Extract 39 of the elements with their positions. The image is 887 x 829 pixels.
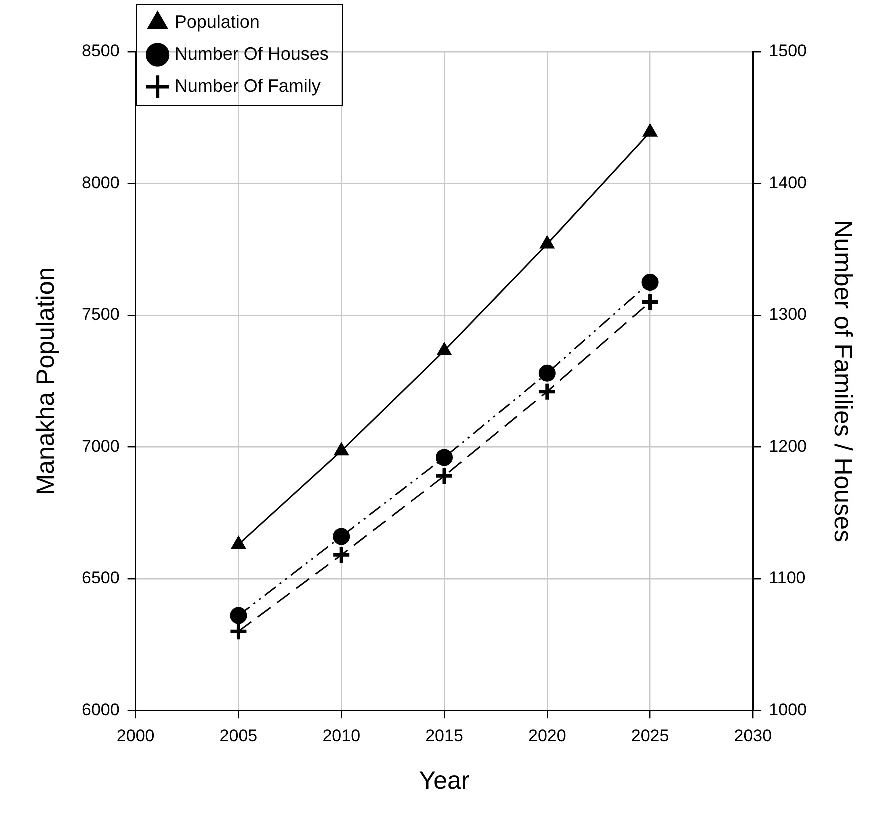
- y-tick-label: 8500: [82, 42, 120, 61]
- x-tick-label: 2000: [116, 726, 155, 746]
- y2-axis-title: Number of Families / Houses: [829, 220, 858, 542]
- y2-tick-label: 1400: [769, 173, 808, 192]
- point: [333, 528, 350, 546]
- x-tick-label: 2020: [528, 726, 566, 746]
- x-tick-label: 2005: [220, 726, 258, 746]
- y-axis-title: Manakha Population: [32, 267, 60, 496]
- point: [642, 274, 659, 292]
- y2-tick-label: 1000: [769, 700, 808, 720]
- y2-tick-label: 1200: [769, 436, 808, 456]
- y-tick-label: 6000: [82, 700, 120, 720]
- point: [436, 449, 453, 466]
- y2-tick-label: 1100: [769, 568, 806, 588]
- y2-tick-label: 1300: [769, 305, 808, 324]
- y2-tick-label: 1500: [769, 42, 808, 61]
- y-tick-label: 6500: [82, 568, 120, 588]
- point: [332, 545, 352, 565]
- x-axis-title: Year: [419, 766, 470, 795]
- point: [434, 466, 454, 486]
- y-tick-label: 8000: [82, 173, 120, 192]
- point: [231, 536, 246, 550]
- point: [437, 342, 452, 356]
- legend-label: Population: [174, 12, 260, 32]
- point: [538, 382, 558, 402]
- y-tick-label: 7500: [82, 305, 120, 324]
- y-tick-label: 7000: [82, 436, 120, 456]
- point: [640, 292, 660, 312]
- point: [334, 442, 350, 456]
- x-tick-label: 2015: [426, 726, 464, 746]
- point: [538, 364, 556, 382]
- legend-label: Number Of Family: [174, 76, 321, 96]
- x-tick-label: 2010: [322, 726, 361, 746]
- point: [642, 124, 658, 137]
- point: [230, 607, 248, 624]
- point: [540, 236, 555, 249]
- x-tick-label: 2025: [631, 726, 670, 746]
- legend-label: Number Of Houses: [174, 44, 329, 64]
- x-tick-label: 2030: [734, 726, 772, 746]
